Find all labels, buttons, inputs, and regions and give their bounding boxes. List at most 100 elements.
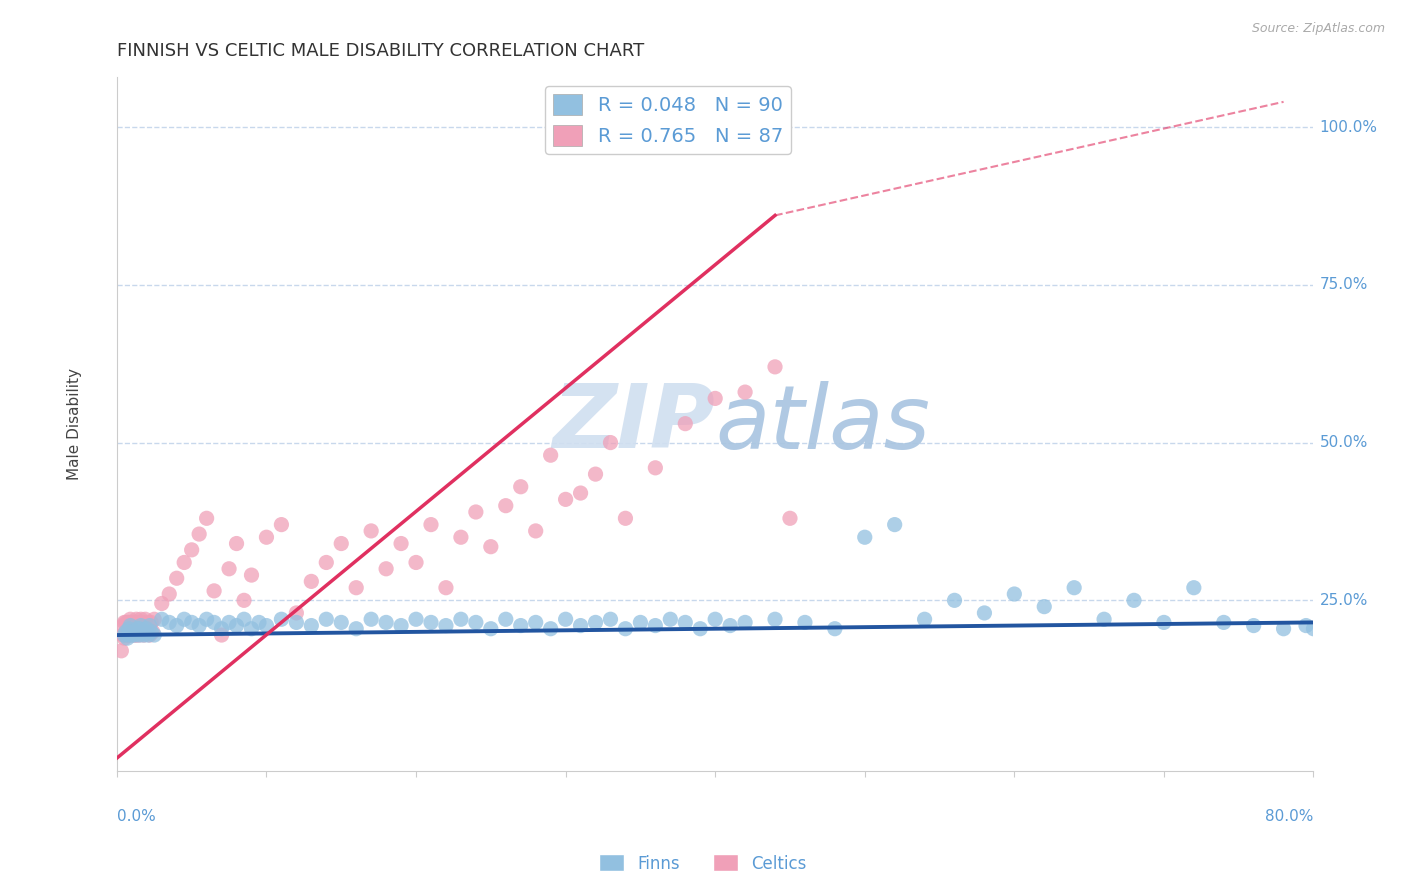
Point xyxy=(434,581,457,595)
Point xyxy=(127,618,149,632)
Point xyxy=(157,587,180,601)
Point xyxy=(127,622,149,636)
Point xyxy=(734,615,756,630)
Point xyxy=(659,612,682,626)
Point xyxy=(1123,593,1146,607)
Point xyxy=(129,612,152,626)
Point xyxy=(240,568,263,582)
Point xyxy=(218,615,240,630)
Point xyxy=(389,618,412,632)
Point xyxy=(464,615,486,630)
Point xyxy=(554,492,576,507)
Point xyxy=(389,536,412,550)
Point xyxy=(270,517,292,532)
Point xyxy=(1033,599,1056,614)
Point xyxy=(120,618,142,632)
Point xyxy=(166,571,188,585)
Legend: Finns, Celtics: Finns, Celtics xyxy=(592,847,814,880)
Point xyxy=(132,628,155,642)
Point xyxy=(1295,618,1317,632)
Point xyxy=(247,615,270,630)
Point xyxy=(111,628,134,642)
Point xyxy=(141,615,163,630)
Point xyxy=(124,628,146,642)
Point xyxy=(195,612,218,626)
Point xyxy=(129,624,152,639)
Point xyxy=(121,615,143,630)
Point xyxy=(135,622,157,636)
Point xyxy=(240,622,263,636)
Point xyxy=(718,618,741,632)
Point xyxy=(188,527,211,541)
Point xyxy=(524,615,547,630)
Point xyxy=(360,612,382,626)
Point xyxy=(1182,581,1205,595)
Point xyxy=(734,385,756,400)
Point xyxy=(285,615,308,630)
Point xyxy=(128,615,150,630)
Point xyxy=(127,624,149,639)
Point xyxy=(136,615,159,630)
Text: atlas: atlas xyxy=(716,381,929,467)
Point xyxy=(118,615,141,630)
Point xyxy=(128,628,150,642)
Point xyxy=(117,628,139,642)
Point xyxy=(115,624,138,639)
Point xyxy=(614,622,637,636)
Point xyxy=(122,618,145,632)
Point xyxy=(1153,615,1175,630)
Point xyxy=(121,628,143,642)
Point xyxy=(1092,612,1115,626)
Point xyxy=(883,517,905,532)
Point xyxy=(225,536,247,550)
Point xyxy=(115,615,138,630)
Point xyxy=(132,618,155,632)
Point xyxy=(128,628,150,642)
Point xyxy=(112,615,135,630)
Point xyxy=(132,628,155,642)
Point xyxy=(524,524,547,538)
Point xyxy=(131,615,153,630)
Point xyxy=(450,612,472,626)
Point xyxy=(124,615,146,630)
Point xyxy=(256,618,278,632)
Point xyxy=(585,467,607,482)
Legend: R = 0.048   N = 90, R = 0.765   N = 87: R = 0.048 N = 90, R = 0.765 N = 87 xyxy=(546,87,792,154)
Point xyxy=(118,628,141,642)
Point xyxy=(420,517,443,532)
Point xyxy=(211,628,233,642)
Point xyxy=(599,612,621,626)
Point xyxy=(540,622,562,636)
Point xyxy=(344,622,367,636)
Point xyxy=(143,612,166,626)
Point xyxy=(569,486,592,500)
Point xyxy=(173,556,195,570)
Point xyxy=(195,511,218,525)
Point xyxy=(120,612,142,626)
Point xyxy=(509,618,531,632)
Point xyxy=(779,511,801,525)
Point xyxy=(299,574,322,589)
Point xyxy=(150,597,173,611)
Point xyxy=(853,530,876,544)
Text: 25.0%: 25.0% xyxy=(1319,593,1368,607)
Point xyxy=(121,624,143,639)
Point xyxy=(495,612,517,626)
Point xyxy=(157,615,180,630)
Point xyxy=(495,499,517,513)
Point xyxy=(793,615,815,630)
Point xyxy=(824,622,846,636)
Point xyxy=(330,615,353,630)
Point xyxy=(142,624,165,639)
Point xyxy=(180,615,202,630)
Point xyxy=(115,628,138,642)
Point xyxy=(120,624,142,639)
Text: 75.0%: 75.0% xyxy=(1319,277,1368,293)
Point xyxy=(599,435,621,450)
Point xyxy=(110,644,132,658)
Point xyxy=(434,618,457,632)
Point xyxy=(1302,622,1324,636)
Point xyxy=(763,612,786,626)
Point xyxy=(644,618,666,632)
Point xyxy=(375,562,398,576)
